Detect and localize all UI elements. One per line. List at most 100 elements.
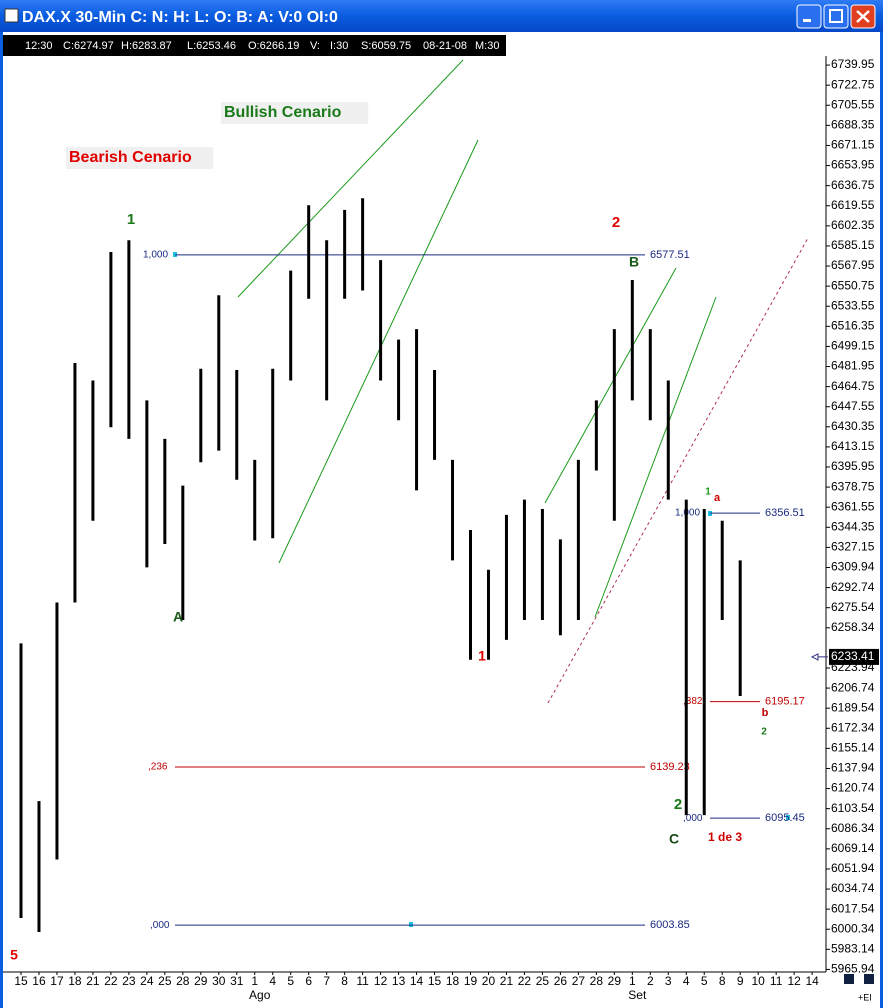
fib-ratio: 1,000: [143, 250, 168, 261]
x-tick-label: 17: [50, 974, 64, 988]
annotation: 2: [612, 214, 620, 231]
x-tick-label: 13: [392, 974, 406, 988]
y-tick-label: 6051.94: [831, 861, 875, 875]
x-tick-label: 18: [446, 974, 460, 988]
price-arrow: [810, 653, 828, 661]
fib-price: 6356.51: [765, 507, 805, 519]
y-tick-label: 6533.55: [831, 298, 875, 312]
y-tick-label: 6499.15: [831, 339, 875, 353]
month-label: Set: [628, 988, 647, 1002]
x-tick-label: 3: [665, 974, 672, 988]
window-border: [880, 32, 883, 1008]
x-tick-label: 21: [500, 974, 514, 988]
y-tick-label: 6361.55: [831, 499, 875, 513]
annotation: A: [173, 609, 183, 625]
annotation-bg: [221, 102, 369, 124]
x-tick-label: 18: [68, 974, 82, 988]
y-tick-label: 6155.14: [831, 741, 875, 755]
x-tick-label: 1: [629, 974, 636, 988]
annotation: 1: [478, 648, 486, 664]
y-tick-label: 6722.75: [831, 77, 875, 91]
info-item: 08-21-08: [423, 40, 467, 52]
x-tick-label: 7: [323, 974, 330, 988]
annotation: C: [669, 831, 679, 847]
x-tick-label: 22: [104, 974, 118, 988]
scroll-box[interactable]: [864, 974, 874, 984]
info-item: C:6274.97: [63, 40, 114, 52]
x-tick-label: 4: [683, 974, 690, 988]
y-tick-label: 6000.34: [831, 921, 875, 935]
fib-ratio: ,382: [683, 696, 703, 707]
x-tick-label: 11: [770, 974, 783, 988]
y-tick-label: 6447.55: [831, 399, 875, 413]
maximize-button[interactable]: [823, 4, 849, 29]
x-tick-label: 4: [269, 974, 276, 988]
y-tick-label: 6103.54: [831, 801, 875, 815]
month-label: Ago: [249, 988, 271, 1002]
info-item: S:6059.75: [361, 40, 411, 52]
annotation: 2: [674, 796, 682, 813]
y-tick-label: 6739.95: [831, 57, 875, 71]
info-item: O:6266.19: [248, 40, 299, 52]
app-icon: [4, 8, 19, 23]
annotation: b: [762, 707, 769, 719]
y-tick-label: 6309.94: [831, 560, 875, 574]
fib-price: 6195.17: [765, 696, 805, 708]
info-item: I:30: [330, 40, 348, 52]
x-tick-label: 11: [356, 974, 369, 988]
fib-ratio: ,236: [148, 762, 168, 773]
scroll-box[interactable]: [844, 974, 854, 984]
price-tag: [829, 648, 879, 665]
fib-ratio: ,000: [683, 813, 703, 824]
annotation: 1: [127, 211, 135, 228]
fib-ratio: ,000: [150, 920, 170, 931]
y-tick-label: 6653.95: [831, 158, 875, 172]
x-tick-label: 28: [176, 974, 190, 988]
x-tick-label: 15: [14, 974, 28, 988]
info-item: 12:30: [25, 40, 53, 52]
title-bar: [0, 0, 883, 32]
annotation: a: [714, 492, 721, 504]
x-tick-label: 12: [374, 974, 388, 988]
info-item: M:30: [475, 40, 499, 52]
y-tick-label: 6275.54: [831, 600, 875, 614]
y-tick-label: 6344.35: [831, 519, 875, 533]
x-tick-label: 31: [230, 974, 244, 988]
fib-price: 6577.51: [650, 249, 690, 261]
x-tick-label: 26: [554, 974, 568, 988]
fib-price: 6003.85: [650, 919, 690, 931]
y-tick-label: 6481.95: [831, 359, 875, 373]
x-tick-label: 12: [787, 974, 801, 988]
price-tag-label: 6233.41: [831, 649, 875, 663]
x-tick-label: 29: [608, 974, 622, 988]
x-tick-label: 8: [341, 974, 348, 988]
y-tick-label: 6086.34: [831, 821, 875, 835]
annotation: B: [629, 254, 639, 270]
y-tick-label: 6327.15: [831, 540, 875, 554]
y-tick-label: 6516.35: [831, 318, 875, 332]
y-tick-label: 6464.75: [831, 379, 875, 393]
x-tick-label: 1: [251, 974, 258, 988]
x-tick-label: 14: [410, 974, 424, 988]
y-tick-label: 6206.74: [831, 680, 875, 694]
x-tick-label: 19: [464, 974, 478, 988]
y-tick-label: 6378.75: [831, 479, 875, 493]
x-tick-label: 2: [647, 974, 654, 988]
x-tick-label: 6: [305, 974, 312, 988]
x-tick-label: 25: [536, 974, 550, 988]
x-tick-label: 16: [32, 974, 46, 988]
y-tick-label: 6550.75: [831, 278, 875, 292]
x-tick-label: 21: [86, 974, 100, 988]
info-item: H:6283.87: [121, 40, 172, 52]
y-tick-label: 6137.94: [831, 761, 875, 775]
minimize-button[interactable]: [796, 4, 822, 29]
y-tick-label: 6619.55: [831, 198, 875, 212]
y-tick-label: 6567.95: [831, 258, 875, 272]
close-button[interactable]: [850, 4, 876, 29]
x-tick-label: 14: [805, 974, 819, 988]
annotation: 1: [705, 487, 711, 498]
y-tick-label: 6430.35: [831, 419, 875, 433]
x-tick-label: 5: [287, 974, 294, 988]
x-tick-label: 30: [212, 974, 226, 988]
y-tick-label: 6602.35: [831, 218, 875, 232]
